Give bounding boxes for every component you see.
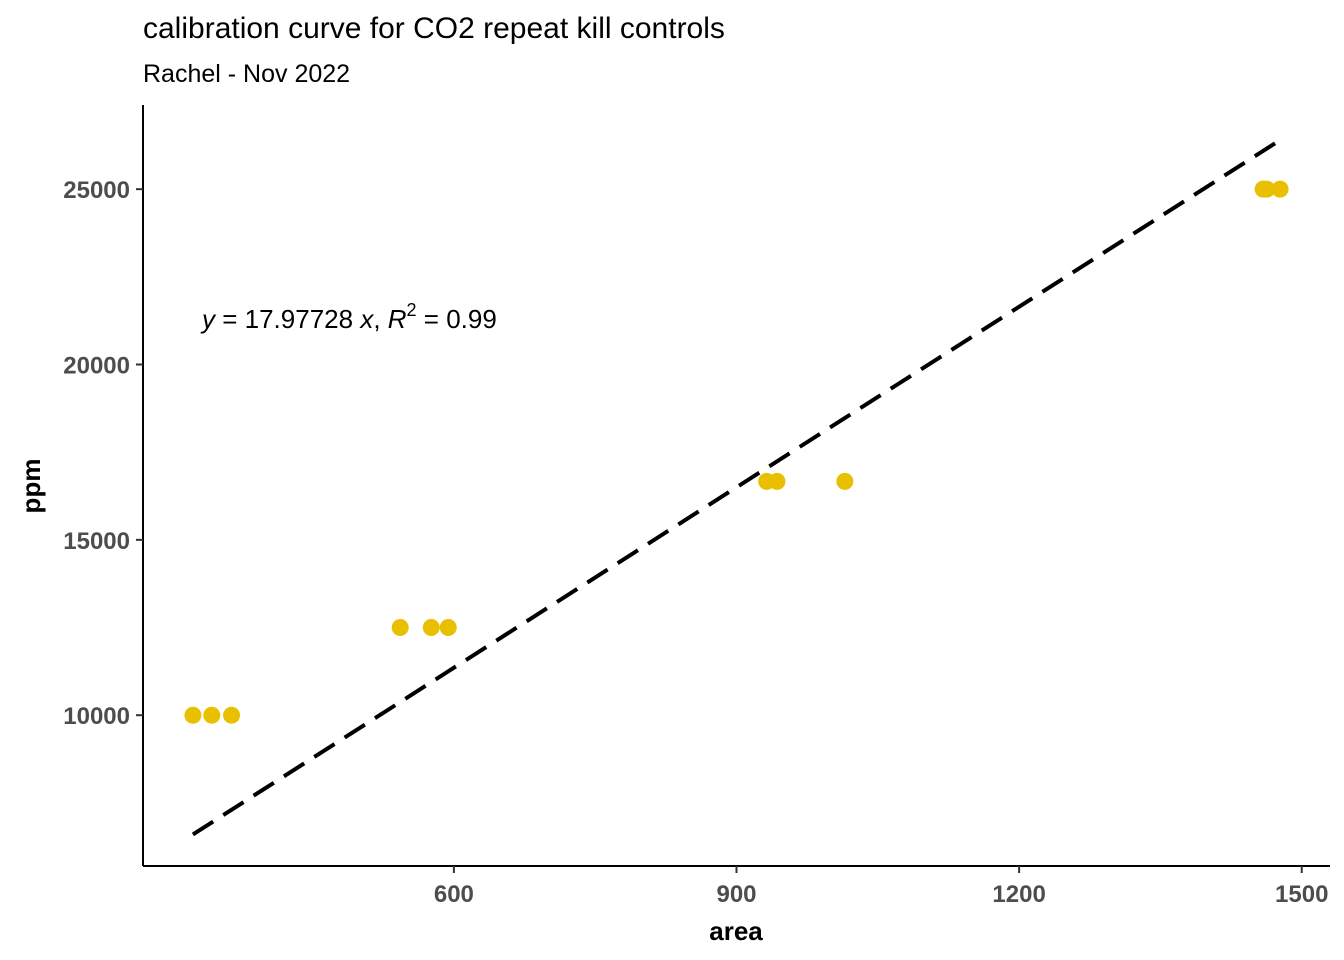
x-axis-title: area — [709, 916, 763, 946]
y-ticks: 10000 15000 20000 25000 — [63, 177, 143, 730]
data-point — [768, 472, 786, 490]
y-tick-label: 15000 — [63, 528, 130, 555]
y-tick-label: 20000 — [63, 353, 130, 380]
regression-annotation: y = 17.97728 x, R2 = 0.99 — [200, 300, 497, 334]
x-tick-label: 600 — [434, 881, 474, 908]
fit-layer — [191, 138, 1282, 837]
annotation-y-var: y — [200, 304, 217, 334]
points-layer — [184, 180, 1289, 724]
regression-line — [191, 138, 1282, 837]
chart-title: calibration curve for CO2 repeat kill co… — [143, 12, 725, 45]
data-point — [391, 619, 409, 637]
x-tick-label: 1500 — [1275, 881, 1328, 908]
annotation-equation: = 17.97728 — [215, 304, 360, 334]
data-point — [439, 619, 457, 637]
data-point — [223, 706, 241, 724]
annotation-separator: , — [373, 304, 387, 334]
data-point — [836, 472, 854, 490]
annotation-r-var: R — [388, 304, 407, 334]
data-point — [422, 619, 440, 637]
data-point — [1258, 180, 1276, 198]
y-axis-title: ppm — [16, 459, 46, 514]
x-ticks: 600 900 1200 1500 — [434, 866, 1328, 908]
chart-subtitle: Rachel - Nov 2022 — [143, 60, 351, 88]
annotation-r-value: = 0.99 — [417, 304, 497, 334]
y-tick-label: 25000 — [63, 177, 130, 204]
data-point — [184, 706, 202, 724]
x-tick-label: 1200 — [992, 881, 1045, 908]
x-tick-label: 900 — [716, 881, 756, 908]
annotation-x-var: x — [358, 304, 374, 334]
y-tick-label: 10000 — [63, 703, 130, 730]
data-point — [203, 706, 221, 724]
annotation-r-exponent: 2 — [407, 300, 417, 320]
data-point — [1271, 180, 1289, 198]
